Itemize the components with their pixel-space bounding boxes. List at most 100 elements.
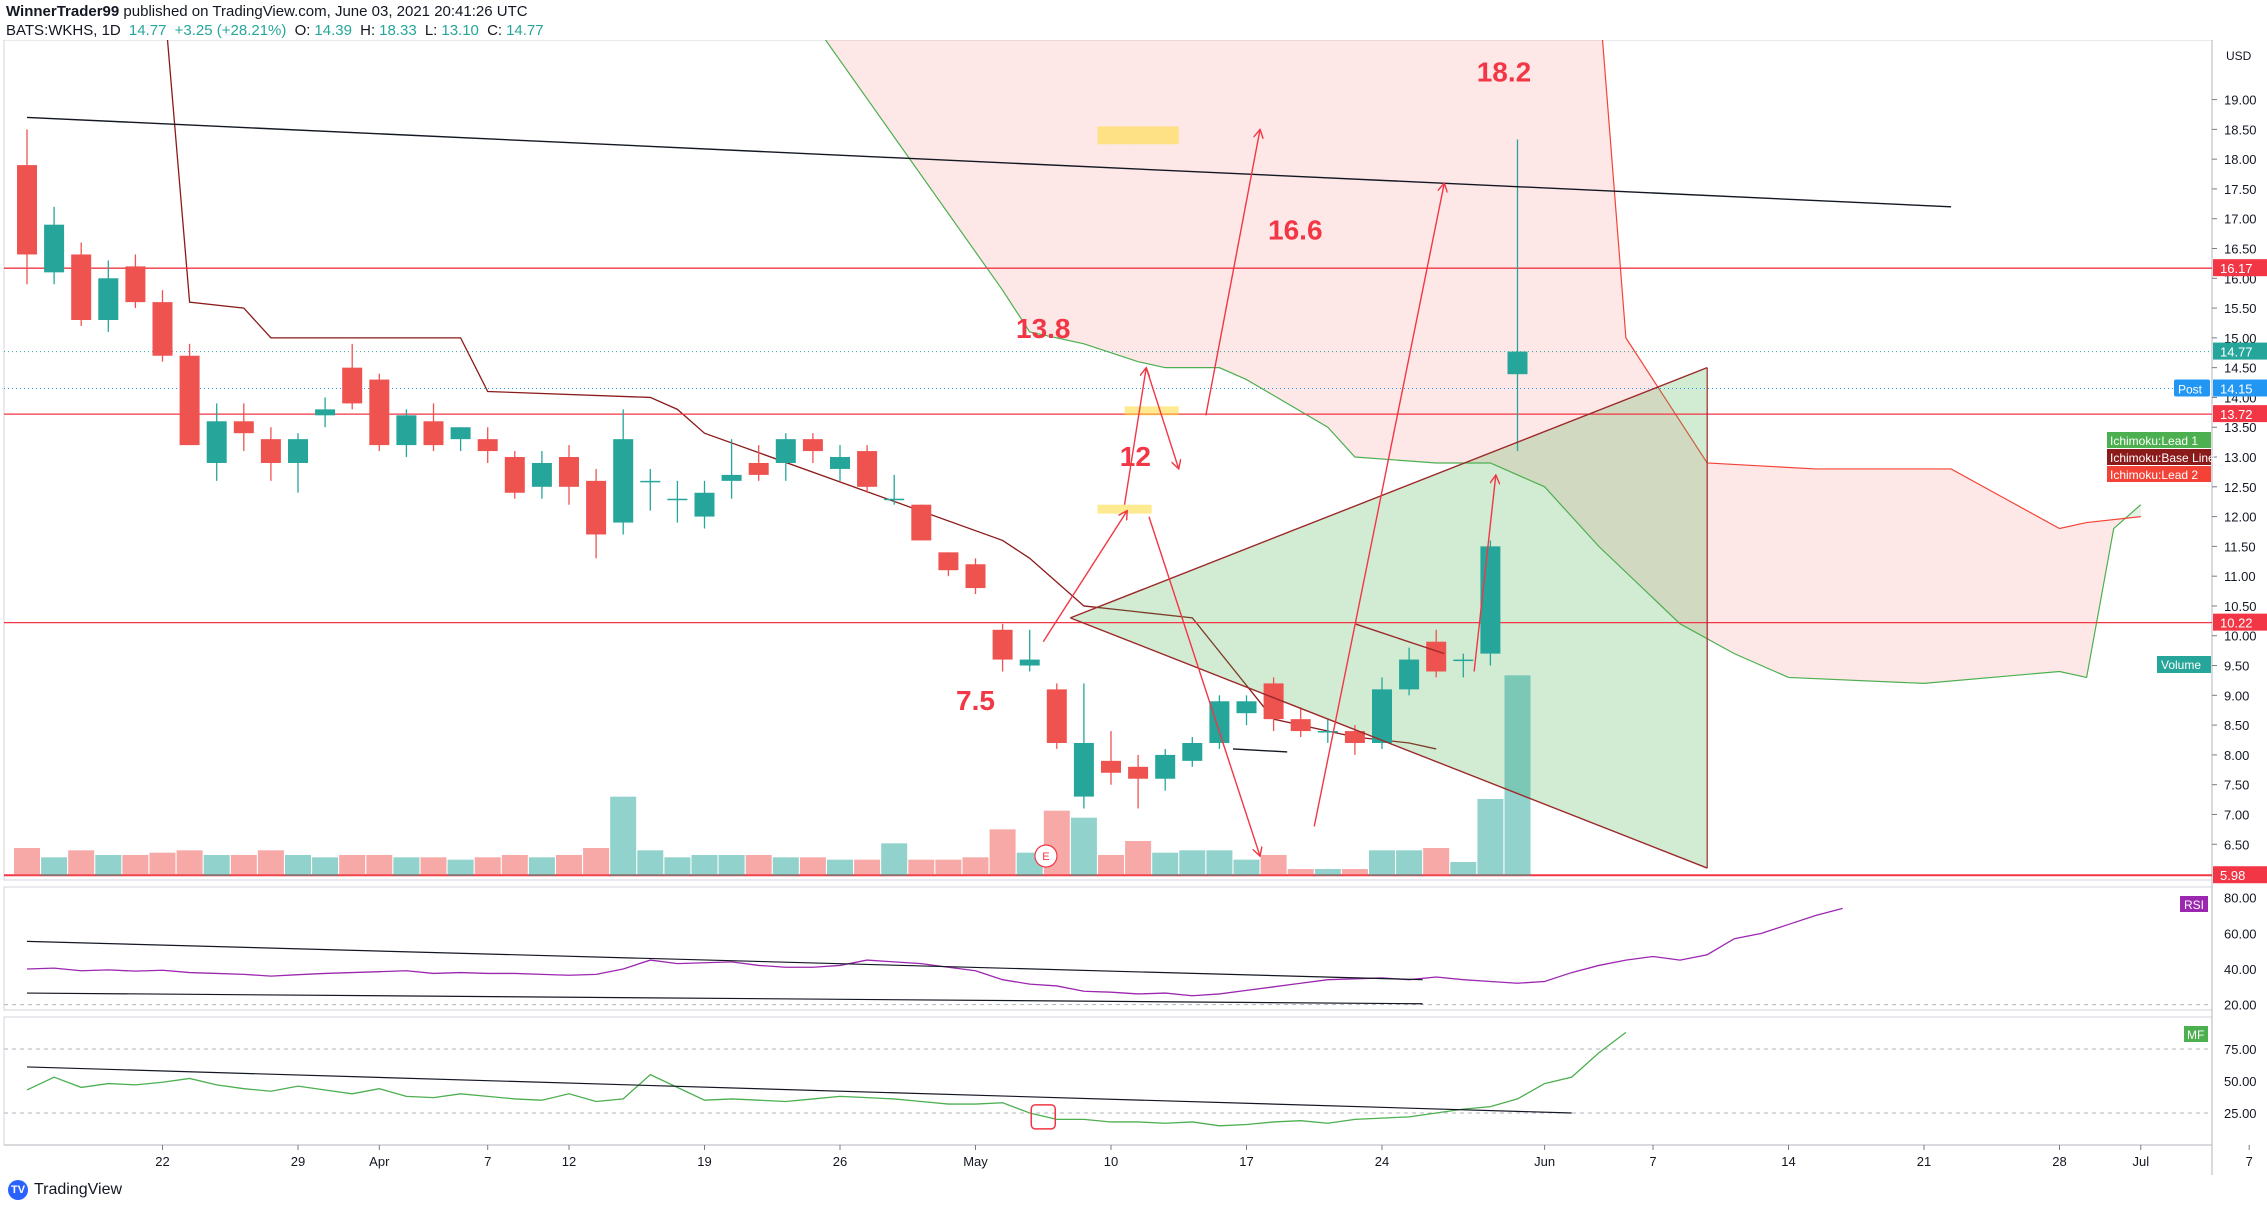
candle-body [1290, 719, 1311, 732]
symbol-label[interactable]: BATS:WKHS, 1D [6, 22, 121, 39]
candle-body [1507, 351, 1528, 375]
cloud-segment [887, 40, 895, 138]
cloud-segment [1422, 40, 1430, 463]
ichimoku-legend-label: Ichimoku:Base Line [2110, 451, 2215, 465]
cloud-segment [2073, 524, 2080, 676]
cloud-segment [1470, 40, 1477, 463]
volume-bar [1206, 850, 1233, 876]
volume-bar [203, 855, 230, 876]
cloud-segment [1517, 40, 1525, 478]
time-tick-label: 12 [562, 1154, 576, 1169]
candle-body [260, 439, 281, 463]
earnings-marker-icon [1034, 844, 1058, 868]
cloud-segment [1192, 40, 1200, 368]
cloud-segment [1124, 40, 1132, 360]
cloud-segment [1774, 466, 1782, 675]
mf-pane-frame [3, 1016, 2213, 1146]
cloud-segment [1321, 40, 1328, 428]
close-label: C: [487, 22, 503, 39]
cloud-segment [1747, 465, 1755, 663]
cloud-segment [1375, 40, 1382, 460]
cloud-segment [1890, 468, 1897, 683]
ichimoku-legend-label: Ichimoku:Lead 1 [2110, 434, 2198, 448]
cloud-segment [1598, 40, 1606, 553]
level-price-label: 5.98 [2220, 868, 2245, 883]
post-tag-label: Post [2178, 383, 2203, 397]
time-tick-label: Jul [2132, 1154, 2149, 1169]
cloud-segment [860, 40, 868, 99]
candle-body [830, 457, 850, 469]
candle-body [802, 439, 823, 452]
footer-brand[interactable]: TradingView [34, 1181, 123, 1198]
header-line-1: WinnerTrader99 published on TradingView.… [6, 2, 548, 21]
chart-canvas[interactable]: 19.0018.5018.0017.5017.0016.5016.0015.50… [0, 40, 2267, 1175]
price-tick-label: 17.00 [2224, 212, 2257, 227]
cloud-segment [1619, 251, 1626, 573]
cloud-segment [1869, 468, 1877, 682]
tradingview-logo-icon[interactable]: TV [8, 1180, 28, 1200]
cloud-segment [948, 40, 956, 224]
cloud-segment [1388, 40, 1396, 460]
candle-body [1399, 659, 1420, 690]
chart-header: WinnerTrader99 published on TradingView.… [6, 2, 548, 40]
price-tick-label: 16.50 [2224, 242, 2257, 257]
volume-bar [68, 850, 95, 876]
mf-trend-line [26, 1066, 1572, 1114]
triangle-pattern [1070, 367, 1708, 869]
cloud-segment [1117, 40, 1125, 358]
dotted-price-tag [2213, 342, 2267, 360]
cloud-segment [1808, 468, 1816, 679]
volume-bar [718, 855, 745, 876]
volume-bar [989, 829, 1016, 876]
time-tick-label: Jun [1534, 1154, 1555, 1169]
ichimoku-legend-tag [2107, 432, 2211, 448]
volume-bar [1287, 869, 1314, 876]
cloud-segment [894, 40, 901, 147]
candle-body [504, 457, 525, 493]
low-label: L: [424, 22, 438, 39]
cloud-segment [1876, 468, 1884, 682]
volume-bar [1396, 850, 1423, 876]
volume-bar [610, 796, 637, 876]
cloud-segment [989, 40, 996, 281]
cloud-segment [1592, 40, 1599, 547]
cloud-segment [1835, 468, 1843, 680]
price-tick-label: 13.00 [2224, 450, 2257, 465]
cloud-segment [1287, 40, 1294, 408]
projection-arrow [1205, 129, 1260, 416]
cloud-segment [1104, 40, 1111, 353]
cloud-segment [2005, 498, 2013, 677]
cloud-segment [833, 40, 840, 61]
highlight-box [1124, 406, 1179, 416]
rsi-trend-line [26, 940, 1423, 981]
cloud-segment [968, 40, 976, 252]
projection-arrow [1042, 511, 1127, 643]
volume-bar [1369, 850, 1395, 876]
candle-body [315, 409, 336, 416]
cloud-segment [2039, 517, 2046, 674]
volume-bar [827, 859, 853, 876]
author-name[interactable]: WinnerTrader99 [6, 3, 120, 20]
cloud-segment [1199, 40, 1206, 368]
price-tick-label: 17.50 [2224, 182, 2257, 197]
cloud-segment [853, 40, 861, 90]
cloud-segment [1266, 40, 1274, 396]
cloud-segment [1449, 40, 1457, 463]
cloud-segment [1090, 40, 1098, 349]
price-tick-label: 19.00 [2224, 93, 2257, 108]
candle-body [1128, 766, 1149, 779]
cloud-segment [1205, 40, 1213, 368]
highlight-box [1097, 126, 1179, 145]
cloud-segment [2113, 518, 2121, 529]
price-tick-label: 7.50 [2224, 778, 2249, 793]
candle-body [721, 474, 742, 481]
candle-body [71, 254, 92, 320]
cloud-segment [2100, 520, 2107, 603]
cloud-segment [1219, 40, 1227, 371]
currency-label: USD [2226, 49, 2252, 63]
cloud-segment [914, 40, 922, 176]
mf-legend-tag [2184, 1026, 2208, 1042]
cloud-segment [1842, 468, 1850, 681]
ichimoku-lead2-line [1601, 40, 2141, 530]
cloud-segment [1171, 40, 1179, 368]
